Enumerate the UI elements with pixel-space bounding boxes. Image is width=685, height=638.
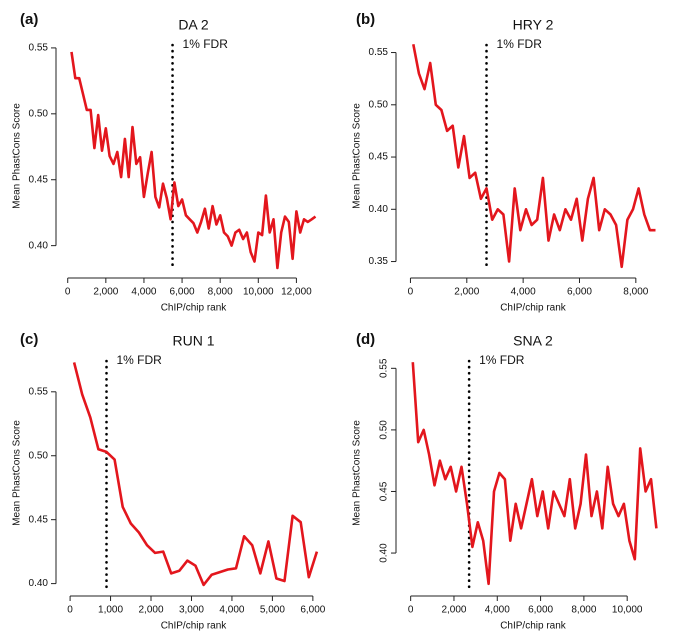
- y-tick-label: 0.40: [379, 543, 390, 563]
- y-axis-label: Mean PhastCons Score: [352, 103, 363, 209]
- fdr-annotation: 1% FDR: [497, 37, 543, 51]
- chart-title: SNA 2: [513, 333, 553, 349]
- x-tick-label: 2,000: [454, 287, 479, 298]
- data-line: [72, 362, 319, 587]
- fdr-annotation: 1% FDR: [117, 353, 163, 367]
- y-tick-label: 0.50: [29, 450, 49, 461]
- data-line: [412, 43, 656, 269]
- x-axis-label: ChIP/chip rank: [161, 303, 228, 314]
- x-tick-label: 4,000: [219, 605, 244, 616]
- chart-title: DA 2: [178, 17, 209, 33]
- x-tick-label: 10,000: [612, 605, 643, 616]
- x-tick-label: 3,000: [179, 605, 204, 616]
- fdr-annotation: 1% FDR: [183, 37, 229, 51]
- x-tick-label: 4,000: [511, 287, 536, 298]
- panel-label: (c): [20, 331, 38, 348]
- panel-label: (d): [356, 331, 375, 348]
- y-tick-label: 0.45: [29, 514, 49, 525]
- y-tick-label: 0.40: [29, 240, 49, 251]
- chart-title: RUN 1: [172, 333, 214, 349]
- x-axis-label: ChIP/chip rank: [500, 621, 567, 632]
- x-tick-label: 0: [408, 605, 414, 616]
- x-tick-label: 6,000: [528, 605, 553, 616]
- y-axis-label: Mean PhastCons Score: [12, 420, 23, 526]
- y-tick-label: 0.55: [369, 47, 389, 58]
- y-tick-label: 0.55: [29, 386, 49, 397]
- x-tick-label: 4,000: [485, 605, 510, 616]
- x-tick-label: 0: [408, 287, 414, 298]
- x-tick-label: 0: [67, 605, 73, 616]
- x-tick-label: 12,000: [281, 287, 312, 298]
- y-tick-label: 0.40: [369, 204, 389, 215]
- x-tick-label: 10,000: [243, 287, 274, 298]
- data-line: [70, 51, 317, 270]
- x-tick-label: 2,000: [441, 605, 466, 616]
- x-tick-label: 2,000: [138, 605, 163, 616]
- chart-title: HRY 2: [513, 17, 554, 33]
- x-tick-label: 6,000: [567, 287, 592, 298]
- y-tick-label: 0.55: [379, 358, 390, 378]
- x-axis-label: ChIP/chip rank: [500, 303, 567, 314]
- y-tick-label: 0.45: [379, 481, 390, 501]
- y-tick-label: 0.45: [29, 174, 49, 185]
- x-tick-label: 1,000: [98, 605, 123, 616]
- x-tick-label: 8,000: [571, 605, 596, 616]
- y-tick-label: 0.40: [29, 578, 49, 589]
- x-tick-label: 8,000: [623, 287, 648, 298]
- x-tick-label: 0: [65, 287, 71, 298]
- fdr-annotation: 1% FDR: [479, 353, 525, 367]
- panel-label: (b): [356, 11, 375, 28]
- y-axis-label: Mean PhastCons Score: [12, 103, 23, 209]
- y-tick-label: 0.50: [379, 420, 390, 440]
- y-tick-label: 0.55: [29, 43, 49, 54]
- x-tick-label: 5,000: [260, 605, 285, 616]
- y-axis-label: Mean PhastCons Score: [352, 420, 363, 526]
- x-tick-label: 6,000: [170, 287, 195, 298]
- panel-label: (a): [20, 11, 38, 28]
- x-tick-label: 2,000: [93, 287, 118, 298]
- y-tick-label: 0.50: [369, 99, 389, 110]
- y-tick-label: 0.35: [369, 256, 389, 267]
- x-tick-label: 6,000: [300, 605, 325, 616]
- x-axis-label: ChIP/chip rank: [161, 621, 228, 632]
- y-tick-label: 0.50: [29, 108, 49, 119]
- x-tick-label: 4,000: [131, 287, 156, 298]
- y-tick-label: 0.45: [369, 152, 389, 163]
- data-line: [411, 362, 658, 586]
- x-tick-label: 8,000: [208, 287, 233, 298]
